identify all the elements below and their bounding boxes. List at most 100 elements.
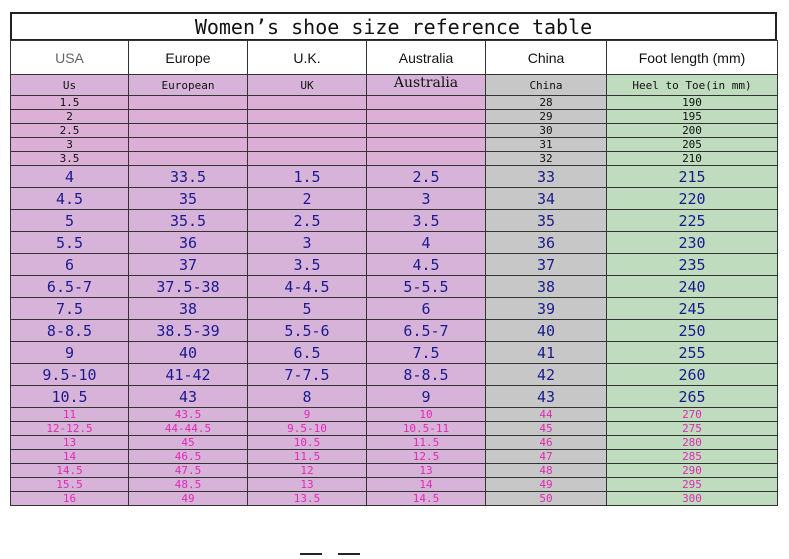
cell-foot-length: 190 xyxy=(606,95,778,110)
cell-foot-length: 285 xyxy=(606,449,778,464)
cell-australia: 6.5-7 xyxy=(366,319,486,342)
cell-china: 41 xyxy=(485,341,607,364)
cell-foot-length: 200 xyxy=(606,123,778,138)
cell-usa: 13 xyxy=(10,435,129,450)
cell-europe: 38 xyxy=(128,297,248,320)
cell-usa: 15.5 xyxy=(10,477,129,492)
cell-uk xyxy=(247,151,367,166)
cell-foot-length: 280 xyxy=(606,435,778,450)
cell-uk: 5.5-6 xyxy=(247,319,367,342)
cell-usa: 8-8.5 xyxy=(10,319,129,342)
cell-foot-length: 215 xyxy=(606,165,778,188)
cell-china: 46 xyxy=(485,435,607,450)
table-row: 9.5-10 41-42 7-7.5 8-8.5 42 260 xyxy=(10,363,778,386)
table-row: 12-12.5 44-44.5 9.5-10 10.5-11 45 275 xyxy=(10,421,778,436)
table-row: 9 40 6.5 7.5 41 255 xyxy=(10,341,778,364)
cell-usa: 9.5-10 xyxy=(10,363,129,386)
cell-usa: 5 xyxy=(10,209,129,232)
cell-uk: 4-4.5 xyxy=(247,275,367,298)
cell-uk: 10.5 xyxy=(247,435,367,450)
cell-usa: 1.5 xyxy=(10,95,129,110)
size-chart: Women’s shoe size reference table USA Eu… xyxy=(10,12,778,506)
cell-foot-length: 275 xyxy=(606,421,778,436)
table-row: 14.5 47.5 12 13 48 290 xyxy=(10,463,778,478)
cell-usa: 7.5 xyxy=(10,297,129,320)
cell-usa: 16 xyxy=(10,491,129,506)
cell-foot-length: 260 xyxy=(606,363,778,386)
cell-china: 34 xyxy=(485,187,607,210)
cell-australia: 6 xyxy=(366,297,486,320)
cell-foot-length: 300 xyxy=(606,491,778,506)
cell-china: 30 xyxy=(485,123,607,138)
header-usa: USA xyxy=(10,40,129,75)
cell-usa: 3.5 xyxy=(10,151,129,166)
cell-uk xyxy=(247,109,367,124)
cell-usa: 12-12.5 xyxy=(10,421,129,436)
header-europe: Europe xyxy=(128,40,248,75)
cell-australia: 7.5 xyxy=(366,341,486,364)
cell-uk: 2.5 xyxy=(247,209,367,232)
table-row: 11 43.5 9 10 44 270 xyxy=(10,407,778,422)
cell-foot-length: 290 xyxy=(606,463,778,478)
cell-europe: 41-42 xyxy=(128,363,248,386)
cell-europe: 33.5 xyxy=(128,165,248,188)
cell-china: 45 xyxy=(485,421,607,436)
cell-china: 47 xyxy=(485,449,607,464)
cell-australia xyxy=(366,137,486,152)
cell-australia xyxy=(366,151,486,166)
subheader-row: Us European UK Australia China Heel to T… xyxy=(10,74,778,96)
cell-uk: 6.5 xyxy=(247,341,367,364)
table-row: 5 35.5 2.5 3.5 35 225 xyxy=(10,209,778,232)
cell-uk xyxy=(247,95,367,110)
cell-australia: 13 xyxy=(366,463,486,478)
cell-uk: 13 xyxy=(247,477,367,492)
table-row: 3 31 205 xyxy=(10,137,778,152)
cell-foot-length: 220 xyxy=(606,187,778,210)
cell-australia: 8-8.5 xyxy=(366,363,486,386)
cell-australia: 5-5.5 xyxy=(366,275,486,298)
cell-foot-length: 225 xyxy=(606,209,778,232)
cell-europe: 44-44.5 xyxy=(128,421,248,436)
table-row: 5.5 36 3 4 36 230 xyxy=(10,231,778,254)
subheader-us: Us xyxy=(10,74,129,96)
cell-australia: 14.5 xyxy=(366,491,486,506)
cell-china: 49 xyxy=(485,477,607,492)
cell-usa: 14.5 xyxy=(10,463,129,478)
subheader-australia: Australia xyxy=(366,74,486,96)
cell-foot-length: 205 xyxy=(606,137,778,152)
table-row: 8-8.5 38.5-39 5.5-6 6.5-7 40 250 xyxy=(10,319,778,342)
cell-foot-length: 235 xyxy=(606,253,778,276)
cell-uk: 3 xyxy=(247,231,367,254)
cell-australia: 10 xyxy=(366,407,486,422)
cell-europe: 35 xyxy=(128,187,248,210)
cell-europe: 40 xyxy=(128,341,248,364)
subheader-uk: UK xyxy=(247,74,367,96)
cell-usa: 9 xyxy=(10,341,129,364)
cell-uk: 12 xyxy=(247,463,367,478)
cell-foot-length: 295 xyxy=(606,477,778,492)
cell-australia: 3 xyxy=(366,187,486,210)
table-row: 16 49 13.5 14.5 50 300 xyxy=(10,491,778,506)
cell-australia: 14 xyxy=(366,477,486,492)
table-row: 7.5 38 5 6 39 245 xyxy=(10,297,778,320)
cell-uk xyxy=(247,137,367,152)
cell-china: 28 xyxy=(485,95,607,110)
cell-europe: 46.5 xyxy=(128,449,248,464)
cell-china: 35 xyxy=(485,209,607,232)
cell-uk: 2 xyxy=(247,187,367,210)
cell-usa: 6.5-7 xyxy=(10,275,129,298)
cell-usa: 5.5 xyxy=(10,231,129,254)
cell-europe: 37.5-38 xyxy=(128,275,248,298)
cell-foot-length: 255 xyxy=(606,341,778,364)
cell-europe: 49 xyxy=(128,491,248,506)
cell-usa: 2.5 xyxy=(10,123,129,138)
cell-china: 29 xyxy=(485,109,607,124)
table-row: 1.5 28 190 xyxy=(10,95,778,110)
header-foot-length: Foot length (mm) xyxy=(606,40,778,75)
cell-foot-length: 265 xyxy=(606,385,778,408)
cell-europe: 48.5 xyxy=(128,477,248,492)
cell-foot-length: 250 xyxy=(606,319,778,342)
cell-china: 33 xyxy=(485,165,607,188)
table-row: 4 33.5 1.5 2.5 33 215 xyxy=(10,165,778,188)
cell-china: 44 xyxy=(485,407,607,422)
